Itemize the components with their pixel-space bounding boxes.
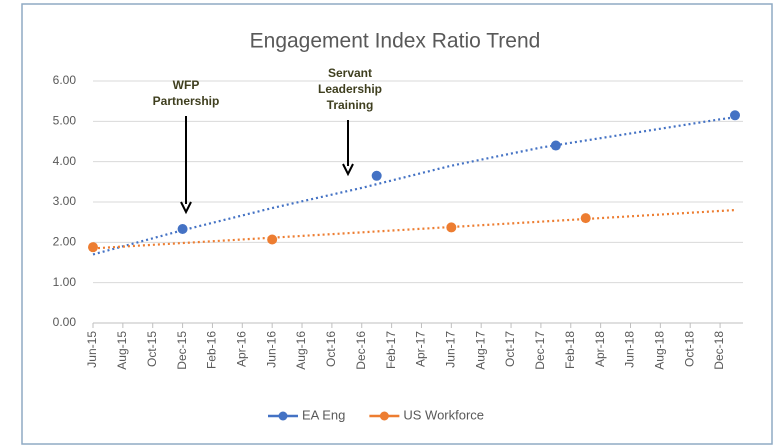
data-point xyxy=(177,224,188,235)
trend-line xyxy=(92,208,736,250)
annotation-arrowhead xyxy=(342,163,354,177)
x-tick-label: Jun-18 xyxy=(623,331,637,368)
y-tick-label: 5.00 xyxy=(53,114,77,128)
x-tick-label: Oct-18 xyxy=(682,331,696,367)
legend-marker xyxy=(379,411,389,421)
chart-title: Engagement Index Ratio Trend xyxy=(250,30,541,53)
y-tick-label: 3.00 xyxy=(53,194,77,208)
x-tick-label: Apr-16 xyxy=(234,331,248,367)
x-tick-label: Apr-17 xyxy=(414,331,428,367)
x-tick-label: Oct-16 xyxy=(324,331,338,367)
annotation-arrowhead xyxy=(180,201,192,215)
y-tick-label: 4.00 xyxy=(53,154,77,168)
chart-border xyxy=(21,3,773,445)
legend-label: EA Eng xyxy=(302,407,345,422)
data-point xyxy=(446,222,457,233)
x-tick-label: Aug-17 xyxy=(473,331,487,370)
x-tick-label: Apr-18 xyxy=(593,331,607,367)
data-point xyxy=(371,170,382,181)
data-point xyxy=(580,213,591,224)
x-tick-label: Aug-16 xyxy=(294,331,308,370)
x-tick-label: Aug-18 xyxy=(653,331,667,370)
trend-line xyxy=(92,116,736,256)
y-tick-label: 2.00 xyxy=(53,235,77,249)
data-point xyxy=(88,242,98,253)
y-tick-label: 1.00 xyxy=(53,275,77,289)
x-tick-label: Oct-15 xyxy=(145,331,159,367)
x-tick-label: Feb-17 xyxy=(384,331,398,369)
data-point xyxy=(550,140,561,151)
legend-marker xyxy=(278,411,288,421)
y-tick-label: 6.00 xyxy=(53,73,77,87)
data-point xyxy=(730,110,740,121)
x-tick-label: Dec-16 xyxy=(354,331,368,370)
annotation-text: Training xyxy=(327,98,374,112)
x-tick-label: Feb-16 xyxy=(205,331,219,369)
annotation-text: Servant xyxy=(328,66,372,80)
data-point xyxy=(267,234,278,245)
x-tick-label: Jun-16 xyxy=(264,331,278,368)
x-tick-label: Aug-15 xyxy=(115,331,129,370)
x-tick-label: Dec-17 xyxy=(533,331,547,370)
annotation-text: WFP xyxy=(173,78,200,92)
y-tick-label: 0.00 xyxy=(53,315,77,329)
x-tick-label: Dec-18 xyxy=(712,331,726,370)
x-tick-label: Feb-18 xyxy=(563,331,577,369)
x-tick-label: Dec-15 xyxy=(175,331,189,370)
x-tick-label: Jun-15 xyxy=(85,331,99,368)
x-tick-label: Oct-17 xyxy=(503,331,517,367)
annotation-text: Leadership xyxy=(318,82,382,96)
annotation-text: Partnership xyxy=(153,94,220,108)
legend-label: US Workforce xyxy=(403,407,484,422)
x-tick-label: Jun-17 xyxy=(443,331,457,368)
